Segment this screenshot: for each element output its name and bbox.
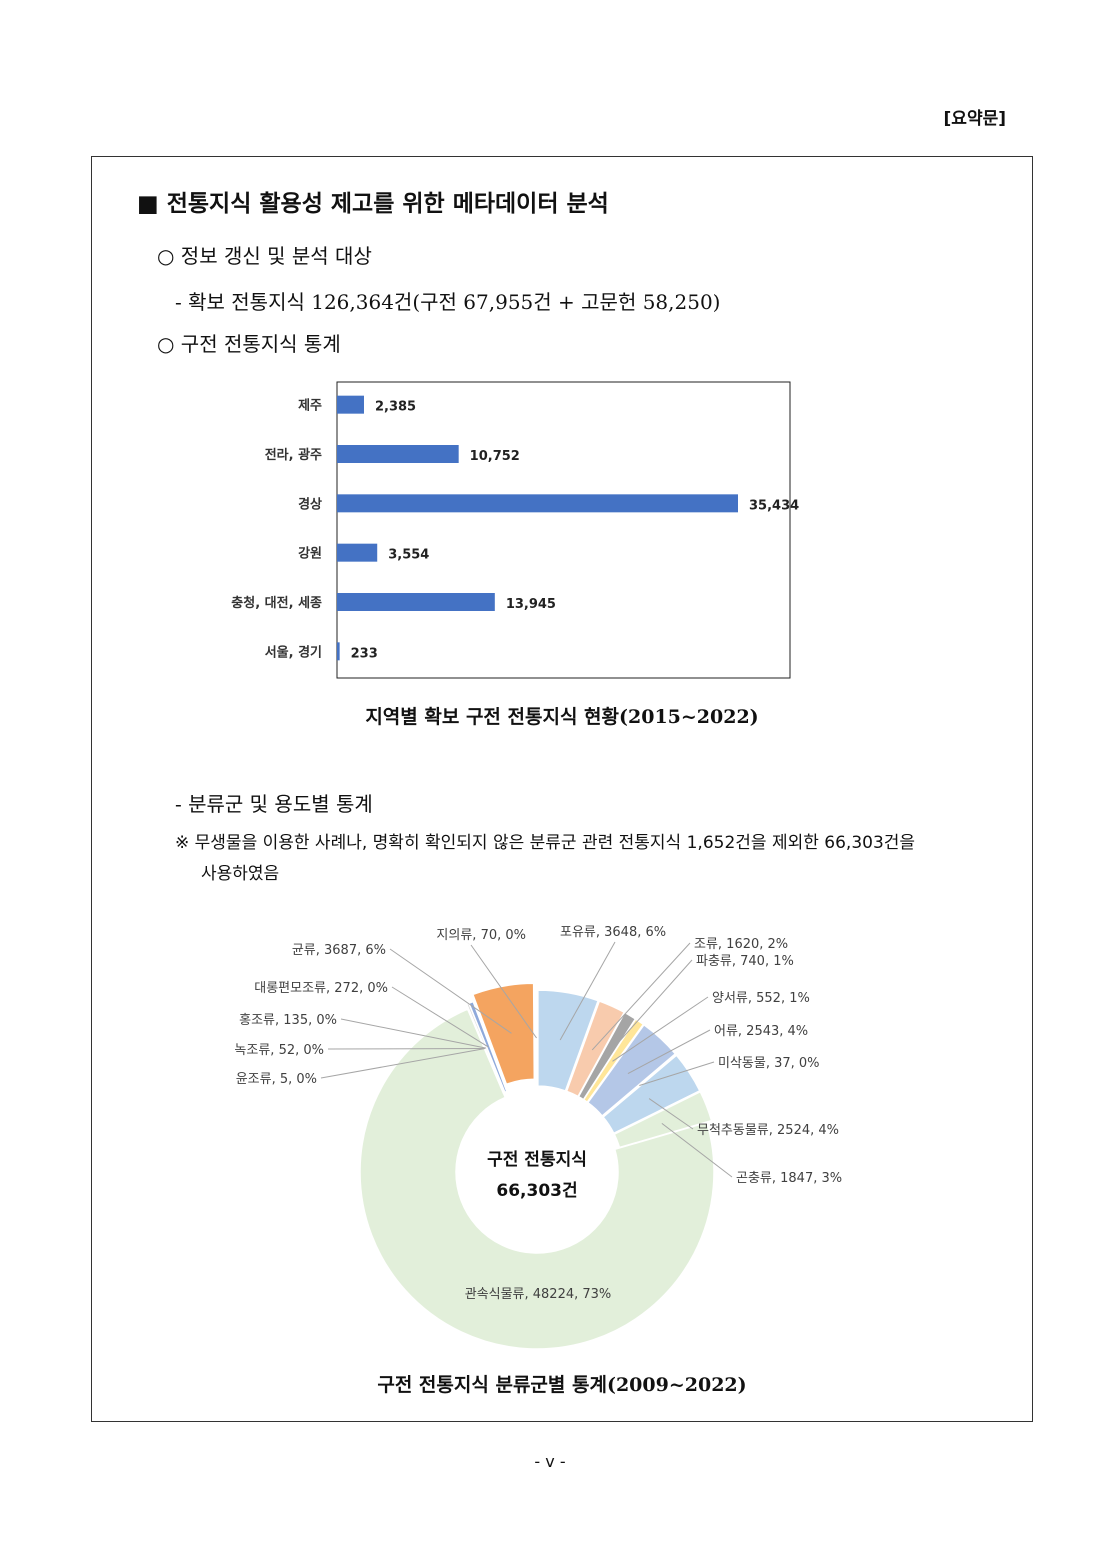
slice-label: 조류, 1620, 2% — [694, 937, 788, 952]
bar-value-label: 35,434 — [749, 498, 799, 513]
bar-value-label: 10,752 — [470, 449, 520, 464]
slice-leader-line — [389, 948, 512, 1034]
bar — [337, 593, 495, 611]
slice-label: 무척추동물류, 2524, 4% — [697, 1123, 839, 1138]
slice-leader-line — [470, 944, 537, 1039]
slice-leader-line — [559, 941, 616, 1041]
slice-leader-line — [340, 1018, 487, 1049]
slice-label: 곤충류, 1847, 3% — [736, 1171, 842, 1186]
slice-leader-line — [627, 1029, 711, 1075]
bar-category-label: 강원 — [298, 546, 322, 562]
note-line-2: 사용하였음 — [201, 864, 280, 884]
donut-slice — [471, 982, 536, 1086]
bar-value-label: 3,554 — [388, 548, 429, 563]
bar-category-label: 충청, 대전, 세종 — [231, 595, 322, 611]
item-info-target-detail: - 확보 전통지식 126,364건(구전 67,955건 + 고문헌 58,2… — [175, 290, 721, 314]
slice-label: 관속식물류, 48224, 73% — [465, 1287, 612, 1302]
pie-chart-caption: 구전 전통지식 분류군별 통계(2009~2022) — [377, 1374, 747, 1396]
bar-category-label: 서울, 경기 — [265, 644, 322, 660]
slice-label: 균류, 3687, 6% — [292, 943, 386, 958]
summary-tag: [요약문] — [943, 109, 1006, 129]
donut-slice — [602, 1054, 701, 1135]
bar-chart-frame — [336, 381, 791, 679]
summary-box — [91, 156, 1033, 1422]
slice-leader-line — [591, 942, 691, 1051]
item-taxon-stats: - 분류군 및 용도별 통계 — [175, 792, 373, 816]
slice-label: 양서류, 552, 1% — [712, 991, 810, 1006]
section-title: ■ 전통지식 활용성 제고를 위한 메타데이터 분석 — [137, 191, 609, 217]
slice-label: 미삭동물, 37, 0% — [718, 1056, 820, 1071]
slice-leader-line — [648, 1098, 694, 1130]
slice-label: 대롱편모조류, 272, 0% — [254, 981, 388, 996]
bar-value-label: 13,945 — [506, 597, 556, 612]
donut-center-title: 구전 전통지식 — [487, 1150, 587, 1170]
slice-label: 어류, 2543, 4% — [714, 1024, 808, 1039]
bar-category-label: 전라, 광주 — [265, 447, 322, 463]
slice-label: 포유류, 3648, 6% — [560, 925, 666, 940]
bar-value-label: 2,385 — [375, 400, 416, 415]
item-oral-stats: ○ 구전 전통지식 통계 — [157, 332, 341, 356]
region-bar-chart: 제주 2,385 전라, 광주 10,752 경상 35,434 강원 3,554 충청, 대전… — [231, 381, 799, 679]
donut-slice — [537, 989, 600, 1092]
bar-category-label: 제주 — [298, 399, 322, 414]
bar-value-label: 233 — [351, 646, 378, 661]
slice-label: 파충류, 740, 1% — [696, 954, 794, 969]
slice-leader-line — [605, 959, 693, 1058]
item-info-target: ○ 정보 갱신 및 분석 대상 — [157, 244, 372, 268]
slice-label: 윤조류, 5, 0% — [236, 1072, 317, 1087]
page-number: - v - — [534, 1452, 566, 1471]
slice-label: 홍조류, 135, 0% — [239, 1013, 337, 1028]
bar — [337, 642, 340, 661]
slice-label: 녹조류, 52, 0% — [234, 1043, 324, 1058]
bar — [337, 445, 459, 463]
bar-category-label: 경상 — [298, 496, 322, 512]
note-line-1: ※ 무생물을 이용한 사례나, 명확히 확인되지 않은 분류군 관련 전통지식 … — [175, 833, 916, 853]
slice-leader-line — [612, 996, 709, 1062]
donut-slice — [359, 1008, 715, 1350]
bar — [337, 395, 364, 414]
slice-leader-line — [391, 986, 489, 1048]
donut-center-total: 66,303건 — [496, 1181, 577, 1201]
slice-leader-line — [639, 1061, 715, 1086]
note-text: ※ 무생물을 이용한 사례나, 명확히 확인되지 않은 분류군 관련 전통지식 … — [175, 828, 1015, 890]
bar-chart-caption: 지역별 확보 구전 전통지식 현황(2015~2022) — [365, 706, 759, 728]
slice-label: 지의류, 70, 0% — [436, 928, 526, 943]
slice-leader-line — [320, 1048, 485, 1079]
bar — [337, 543, 378, 562]
bar — [337, 494, 738, 513]
slice-leader-line — [661, 1122, 733, 1178]
